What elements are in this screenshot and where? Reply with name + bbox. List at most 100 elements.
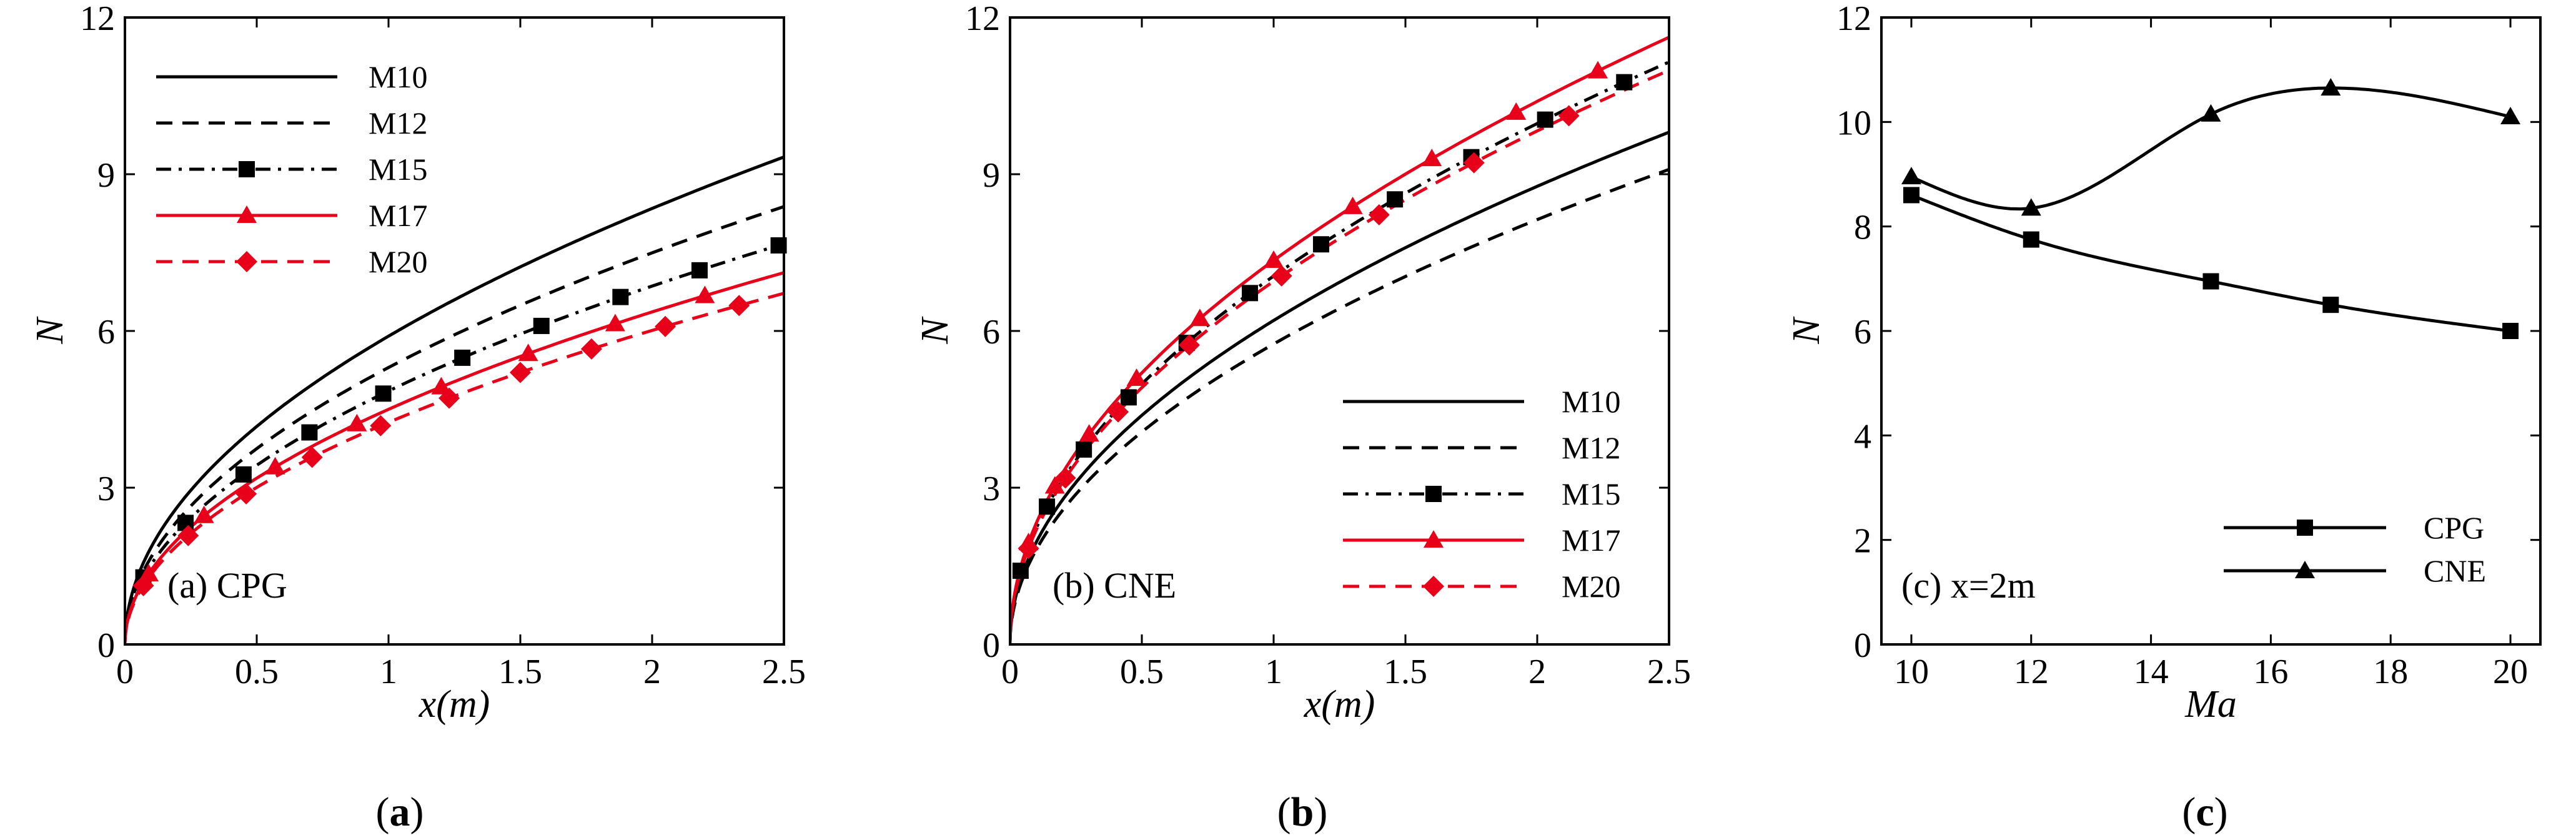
y-tick-label: 4 [1854,417,1871,456]
series-line-m10 [1010,131,1669,644]
legend-label-m10: M10 [1562,384,1620,419]
panel-annotation: (c) x=2m [1901,565,2036,606]
marker-m15 [1242,285,1259,302]
x-axis-label: Ma [2184,683,2237,726]
marker-m20 [1107,401,1129,423]
legend-label-cne: CNE [2424,553,2486,588]
marker-cne [2500,106,2521,124]
legend-label-m15: M15 [369,152,427,187]
legend-marker-cpg [2297,520,2313,536]
marker-m15 [1387,191,1404,208]
x-tick-label: 2 [643,653,661,691]
marker-m20 [177,525,199,546]
marker-m15 [375,385,392,402]
marker-m15 [1012,563,1029,579]
legend-label-m12: M12 [1562,430,1620,465]
marker-m17 [347,413,367,431]
marker-m15 [1076,441,1092,458]
legend: CPG CNE [2224,510,2486,588]
legend-marker-m15 [1425,486,1442,502]
marker-cpg [1903,187,1920,204]
caption-c: (c) [2182,789,2227,835]
caption-a: (a) [376,789,424,835]
legend: M10 M12 M15 M17 M20 [156,59,427,279]
marker-m20 [235,483,257,505]
x-axis-label: x(m) [1304,683,1375,726]
y-tick-label: 9 [97,156,115,195]
axes-frame [124,16,785,646]
marker-m17 [1126,368,1147,386]
marker-m20 [655,315,676,337]
marker-m20 [301,446,323,468]
marker-m17 [1506,102,1527,120]
y-tick-label: 9 [983,156,1000,195]
marker-m20 [1018,538,1039,559]
legend-marker-m20 [236,251,257,272]
marker-m17 [518,343,538,362]
y-axis-label: N [1785,316,1828,345]
y-tick-label: 2 [1854,522,1871,561]
legend-label-m10: M10 [369,59,427,94]
legend: M10 M12 M15 M17 M20 [1343,384,1620,604]
marker-m15 [691,262,708,279]
y-tick-label: 10 [1836,104,1871,142]
marker-m20 [580,338,602,360]
y-tick-label: 12 [1836,0,1871,38]
marker-cne [2321,77,2341,96]
x-tick-label: 0.5 [1120,653,1164,691]
y-tick-label: 12 [965,0,1000,38]
x-tick-label: 20 [2493,653,2528,691]
x-tick-label: 14 [2134,653,2169,691]
x-tick-label: 1 [1265,653,1282,691]
x-tick-label: 2 [1528,653,1546,691]
legend-marker-m17 [237,205,257,223]
y-tick-label: 6 [1854,313,1871,352]
marker-cne [1901,167,1921,185]
marker-m20 [510,362,531,383]
y-tick-label: 0 [97,626,115,665]
y-tick-label: 6 [983,313,1000,352]
marker-m15 [301,424,318,441]
marker-m20 [132,574,154,596]
x-tick-label: 10 [1894,653,1929,691]
marker-m17 [1189,308,1210,327]
x-tick-label: 12 [2014,653,2049,691]
marker-m17 [605,313,625,332]
y-tick-label: 12 [80,0,115,38]
marker-m17 [1079,424,1099,442]
y-tick-label: 3 [97,470,115,508]
y-tick-label: 8 [1854,209,1871,247]
marker-m17 [1264,250,1284,269]
marker-m20 [1271,265,1292,287]
panel-annotation: (b) CNE [1053,565,1176,606]
x-tick-label: 1.5 [1384,653,1427,691]
marker-m17 [1044,476,1065,494]
marker-m20 [370,415,392,436]
series-line-m12 [125,205,784,644]
series-line-m10 [125,155,784,644]
marker-m15 [1537,111,1553,128]
marker-m20 [438,387,460,409]
caption-b: (b) [1277,789,1328,835]
x-tick-label: 0 [1001,653,1019,691]
y-tick-label: 0 [1854,626,1871,665]
legend-label-m17: M17 [369,198,427,233]
legend-marker-m17 [1424,530,1444,548]
marker-m15 [235,466,252,483]
legend-label-m20: M20 [1562,569,1620,604]
y-tick-label: 0 [983,626,1000,665]
marker-m15 [1120,389,1137,406]
x-tick-label: 0 [116,653,134,691]
x-axis-label: x(m) [419,683,490,726]
x-tick-label: 16 [2253,653,2288,691]
legend-label-cpg: CPG [2424,510,2484,545]
marker-m15 [454,349,471,366]
marker-m15 [533,317,550,334]
marker-m17 [265,456,285,475]
y-tick-label: 3 [983,470,1000,508]
y-tick-label: 6 [97,313,115,352]
marker-m17 [1422,149,1442,167]
